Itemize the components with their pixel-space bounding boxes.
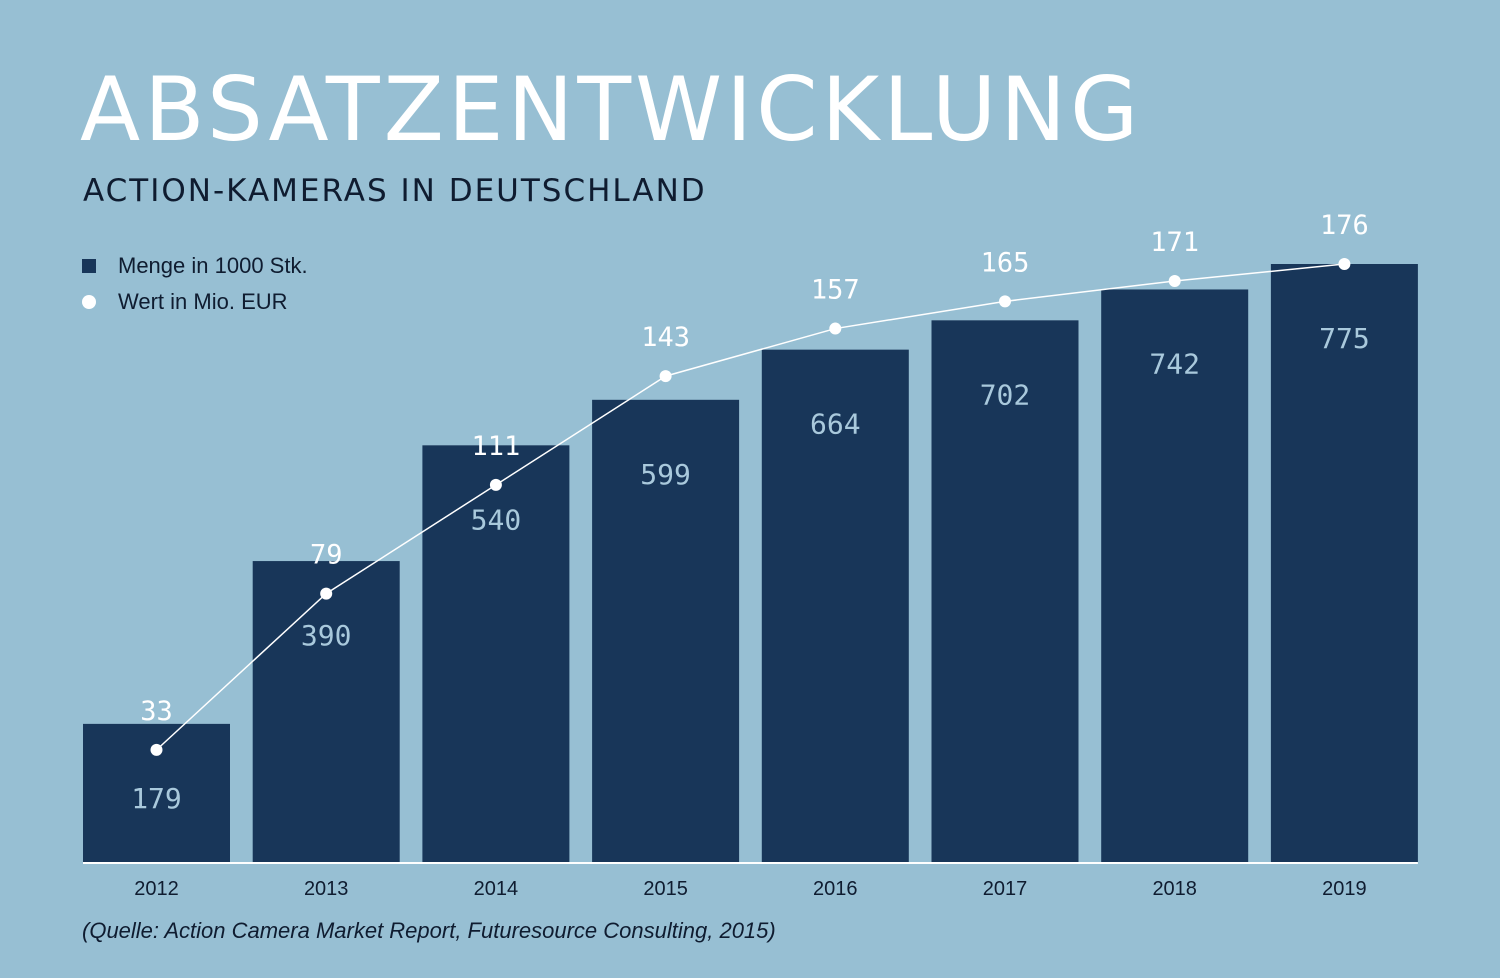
- bar-2018: [1101, 289, 1249, 862]
- line-point-2018: [1168, 274, 1181, 287]
- bar-value-label-2018: 742: [1149, 347, 1200, 380]
- x-tick-label-2012: 2012: [134, 878, 179, 900]
- bar-value-label-2014: 540: [471, 503, 522, 536]
- bar-2017: [931, 320, 1079, 862]
- line-value-label-2014: 111: [472, 431, 521, 462]
- legend-bar-swatch: [82, 259, 96, 273]
- chart-title: ABSATZENTWICKLUNG: [80, 58, 1143, 161]
- line-value-label-2013: 79: [310, 540, 343, 571]
- bar-2015: [592, 399, 740, 862]
- line-value-label-2017: 165: [981, 247, 1030, 278]
- legend-line-label: Wert in Mio. EUR: [118, 289, 288, 314]
- line-point-2014: [489, 478, 502, 491]
- x-tick-label-2018: 2018: [1152, 878, 1197, 900]
- value-line: [155, 263, 1345, 751]
- x-tick-label-2015: 2015: [643, 878, 688, 900]
- line-point-2015: [659, 370, 672, 383]
- bar-value-label-2013: 390: [301, 619, 352, 652]
- line-value-label-2019: 176: [1320, 210, 1369, 241]
- legend-line-dot: [82, 295, 96, 309]
- bar-value-label-2012: 179: [131, 782, 182, 815]
- bar-value-label-2017: 702: [980, 378, 1031, 411]
- line-value-label-2015: 143: [641, 322, 690, 353]
- x-tick-label-2016: 2016: [813, 878, 858, 900]
- bar-2014: [422, 445, 570, 862]
- line-value-label-2018: 171: [1150, 227, 1199, 258]
- bar-value-label-2019: 775: [1319, 322, 1370, 355]
- bar-2013: [252, 561, 400, 862]
- line-point-2019: [1338, 258, 1351, 270]
- x-tick-label-2013: 2013: [304, 878, 349, 900]
- line-value-label-2016: 157: [811, 275, 860, 306]
- x-tick-label-2019: 2019: [1322, 878, 1367, 900]
- legend: Menge in 1000 Stk. Wert in Mio. EUR: [82, 248, 308, 320]
- legend-item-line: Wert in Mio. EUR: [82, 284, 308, 320]
- line-point-2012: [150, 743, 163, 756]
- line-point-2013: [320, 587, 333, 600]
- chart-subtitle: ACTION-KAMERAS IN DEUTSCHLAND: [83, 173, 707, 209]
- x-tick-label-2014: 2014: [474, 878, 519, 900]
- bar-value-label-2016: 664: [810, 408, 861, 441]
- legend-bars-label: Menge in 1000 Stk.: [118, 253, 308, 278]
- bar-2019: [1270, 264, 1418, 862]
- bar-2016: [761, 349, 909, 862]
- line-point-2017: [999, 295, 1011, 308]
- source-note: (Quelle: Action Camera Market Report, Fu…: [82, 918, 776, 943]
- bar-value-label-2015: 599: [640, 458, 691, 491]
- line-value-label-2012: 33: [140, 696, 173, 727]
- legend-item-bars: Menge in 1000 Stk.: [82, 248, 308, 284]
- line-point-2016: [829, 322, 842, 335]
- x-tick-label-2017: 2017: [983, 878, 1028, 900]
